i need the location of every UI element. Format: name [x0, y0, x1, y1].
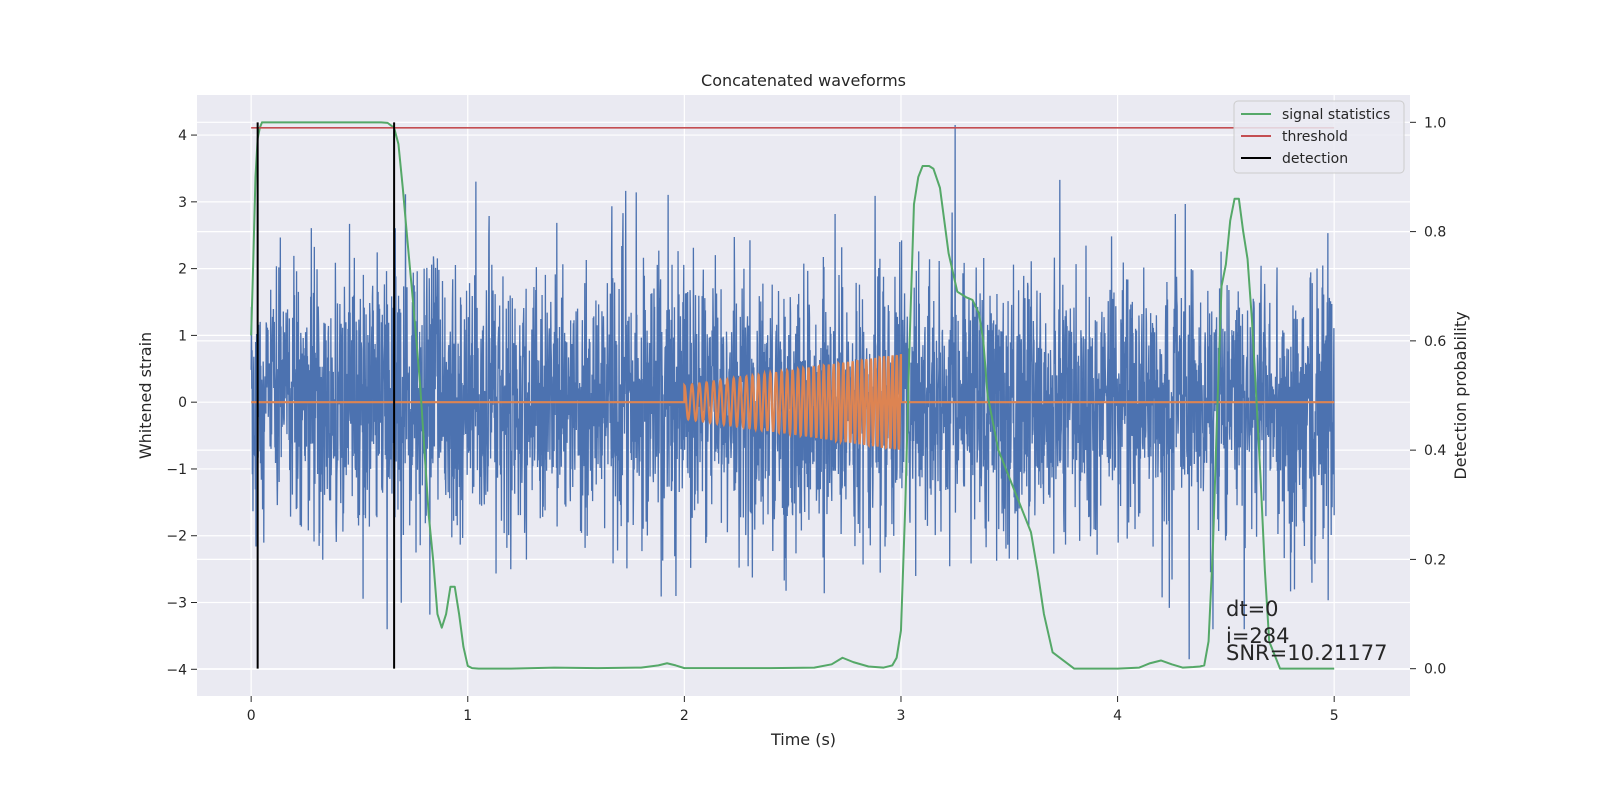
- right-axis-ticks: 0.0 0.2 0.4 0.6 0.8 1.0: [1410, 115, 1446, 678]
- signal-statistics-line: [250, 121, 1335, 670]
- annotation-snr: SNR=10.21177: [1226, 641, 1387, 665]
- x-axis-label: Time (s): [770, 730, 836, 749]
- y-tick-label: −1: [166, 462, 187, 478]
- y2-tick-label: 0.0: [1424, 662, 1446, 678]
- legend-label-signal-statistics: signal statistics: [1282, 107, 1390, 123]
- y-tick-label: −3: [166, 596, 187, 612]
- legend-box: [1233, 100, 1405, 174]
- y-tick-label: −2: [166, 529, 187, 545]
- x-tick-label: 3: [897, 708, 906, 724]
- left-axis-ticks: −4 −3 −2 −1 0 1 2 3 4: [166, 128, 197, 678]
- legend-label-threshold: threshold: [1282, 129, 1348, 145]
- y-tick-label: −4: [166, 662, 187, 678]
- annotation-index: i=284: [1226, 624, 1290, 648]
- injection-series: [251, 354, 1335, 451]
- y-tick-label: 0: [178, 395, 187, 411]
- y-tick-label: 1: [178, 328, 187, 344]
- strain-series: [250, 125, 1335, 660]
- x-tick-label: 0: [247, 708, 256, 724]
- y2-axis-label: Detection probability: [1451, 311, 1470, 479]
- legend-label-detection: detection: [1282, 151, 1348, 167]
- y-axis-label: Whitened strain: [136, 332, 155, 459]
- legend: signal statistics threshold detection: [1233, 100, 1405, 174]
- y-tick-label: 4: [178, 128, 187, 144]
- x-tick-label: 2: [680, 708, 689, 724]
- y2-tick-label: 0.4: [1424, 443, 1446, 459]
- y-tick-label: 2: [178, 262, 187, 278]
- x-tick-label: 1: [463, 708, 472, 724]
- y-tick-label: 3: [178, 195, 187, 211]
- x-tick-label: 5: [1330, 708, 1339, 724]
- annotation-block: dt=0 i=284 SNR=10.21177: [1226, 597, 1387, 665]
- series-layer: [250, 121, 1335, 670]
- y2-tick-label: 1.0: [1424, 115, 1446, 131]
- y2-tick-label: 0.6: [1424, 334, 1446, 350]
- y2-tick-label: 0.2: [1424, 552, 1446, 568]
- chart-title: Concatenated waveforms: [701, 71, 906, 90]
- x-tick-label: 4: [1113, 708, 1122, 724]
- bottom-axis-ticks: 0 1 2 3 4 5: [247, 696, 1339, 724]
- annotation-dt: dt=0: [1226, 597, 1279, 621]
- y2-tick-label: 0.8: [1424, 225, 1446, 241]
